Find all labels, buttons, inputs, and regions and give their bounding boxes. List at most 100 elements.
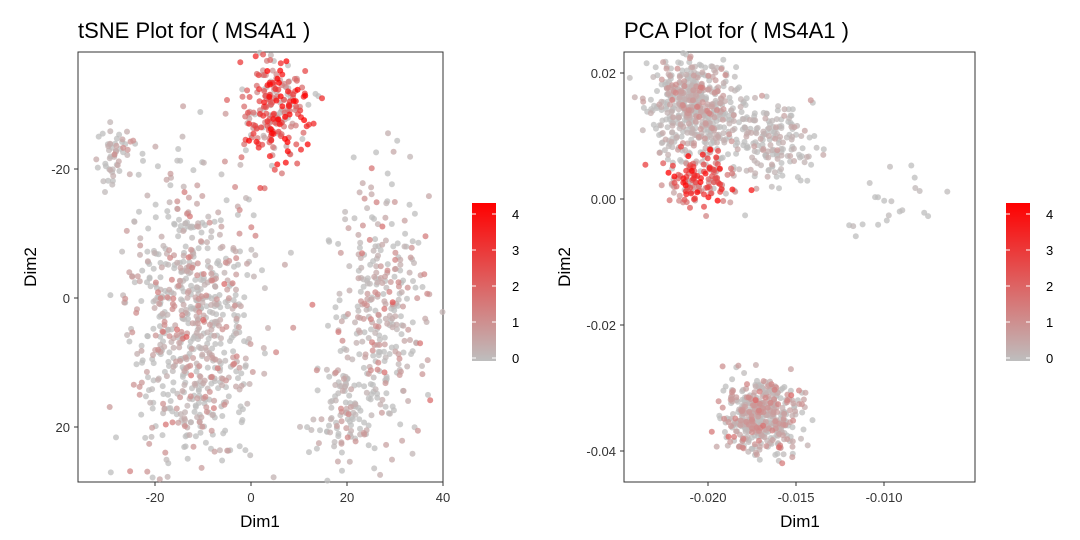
tsne-y-tick-label: 20 xyxy=(56,420,70,435)
pca-point xyxy=(665,90,672,97)
tsne-point xyxy=(392,256,399,263)
tsne-point xyxy=(394,137,401,144)
tsne-point xyxy=(266,81,273,88)
pca-point xyxy=(789,412,796,419)
pca-point xyxy=(771,386,778,393)
tsne-point xyxy=(241,294,248,301)
tsne-y-ticks: -20 0 20 xyxy=(51,162,78,435)
tsne-x-tick-label: 20 xyxy=(340,490,354,505)
tsne-point xyxy=(179,133,186,140)
tsne-point xyxy=(317,427,323,434)
tsne-point xyxy=(345,411,352,418)
tsne-point xyxy=(191,380,198,387)
tsne-point xyxy=(174,259,181,266)
pca-point xyxy=(779,172,786,179)
tsne-point xyxy=(179,373,186,380)
pca-point xyxy=(752,362,759,368)
tsne-point xyxy=(261,370,268,377)
tsne-point xyxy=(162,421,169,428)
tsne-point xyxy=(217,340,224,347)
tsne-point xyxy=(335,390,342,397)
pca-y-ticks: 0.02 0.00 -0.02 -0.04 xyxy=(586,66,624,459)
pca-point xyxy=(765,154,772,161)
tsne-point xyxy=(375,348,382,355)
pca-x-ticks: -0.020 -0.015 -0.010 xyxy=(690,482,902,505)
tsne-point xyxy=(414,295,421,302)
tsne-point xyxy=(367,316,374,323)
tsne-point xyxy=(137,235,144,242)
tsne-point xyxy=(246,335,253,342)
tsne-point xyxy=(255,72,262,79)
tsne-point xyxy=(160,242,167,249)
pca-point xyxy=(762,399,769,405)
pca-point xyxy=(743,144,750,151)
tsne-point xyxy=(342,208,349,215)
tsne-point xyxy=(397,256,404,263)
tsne-point xyxy=(158,233,165,240)
tsne-point xyxy=(224,97,230,103)
tsne-point xyxy=(361,419,368,426)
tsne-point xyxy=(302,68,309,74)
tsne-point xyxy=(334,458,341,465)
tsne-colorbar xyxy=(472,203,496,361)
tsne-point xyxy=(257,185,264,191)
tsne-point xyxy=(222,110,229,117)
pca-point xyxy=(745,394,752,401)
pca-point xyxy=(774,147,781,154)
tsne-point xyxy=(218,335,224,342)
tsne-point xyxy=(419,363,425,369)
tsne-point xyxy=(332,369,339,376)
tsne-x-tick-label: 40 xyxy=(436,490,450,505)
tsne-point xyxy=(107,140,114,147)
tsne-point xyxy=(211,448,218,455)
tsne-point xyxy=(261,134,268,141)
pca-point xyxy=(757,135,764,142)
pca-point xyxy=(669,129,676,136)
pca-point xyxy=(790,417,797,424)
tsne-point xyxy=(361,195,368,202)
tsne-point xyxy=(192,402,199,409)
pca-point xyxy=(789,443,796,450)
tsne-point xyxy=(116,168,123,174)
tsne-point xyxy=(149,405,156,412)
tsne-point xyxy=(288,123,294,130)
tsne-point xyxy=(189,234,196,241)
tsne-point xyxy=(126,338,133,345)
tsne-point xyxy=(364,280,371,287)
tsne-x-tick-label: 0 xyxy=(247,490,254,505)
pca-point xyxy=(729,389,735,396)
tsne-point xyxy=(374,394,381,401)
tsne-point xyxy=(219,311,226,318)
tsne-point xyxy=(392,313,399,320)
tsne-point xyxy=(184,268,190,274)
tsne-point xyxy=(171,265,178,272)
tsne-point xyxy=(214,365,221,372)
tsne-point xyxy=(364,296,371,303)
tsne-point xyxy=(339,467,345,474)
tsne-point xyxy=(129,273,136,280)
pca-point xyxy=(703,213,710,219)
pca-point xyxy=(755,407,762,414)
tsne-point xyxy=(237,248,243,255)
tsne-point xyxy=(209,345,216,352)
pca-point xyxy=(711,89,718,96)
tsne-point xyxy=(133,309,140,316)
tsne-point xyxy=(252,232,259,239)
tsne-point xyxy=(124,146,131,153)
tsne-point xyxy=(359,180,366,187)
tsne-point xyxy=(407,337,413,343)
tsne-point xyxy=(360,364,367,371)
tsne-point xyxy=(136,278,143,285)
tsne-point xyxy=(332,304,339,311)
tsne-point xyxy=(137,251,143,258)
tsne-point xyxy=(197,109,204,115)
pca-point xyxy=(734,146,741,153)
pca-point xyxy=(741,370,748,376)
pca-point xyxy=(689,126,696,133)
pca-point xyxy=(774,107,781,114)
pca-point xyxy=(705,72,712,79)
tsne-point xyxy=(357,288,364,295)
tsne-point xyxy=(163,176,170,183)
tsne-point xyxy=(157,274,164,281)
pca-point xyxy=(732,415,739,422)
